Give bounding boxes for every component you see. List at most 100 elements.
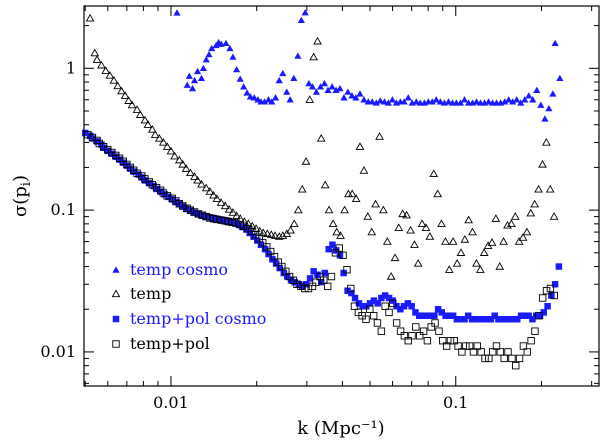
data-point xyxy=(525,312,532,319)
data-point xyxy=(217,216,225,224)
data-point xyxy=(220,216,227,224)
data-point xyxy=(503,220,512,229)
data-point xyxy=(423,337,432,345)
data-point xyxy=(113,81,123,90)
data-point xyxy=(294,52,302,59)
data-point xyxy=(355,300,363,307)
data-point xyxy=(460,235,470,243)
data-point xyxy=(453,315,461,323)
data-point xyxy=(421,223,431,231)
data-point xyxy=(410,240,419,248)
data-point xyxy=(280,269,288,277)
data-point xyxy=(379,205,388,214)
data-point xyxy=(316,133,326,142)
data-point xyxy=(268,98,276,105)
data-point xyxy=(468,227,477,236)
data-point xyxy=(109,76,119,84)
data-point xyxy=(224,204,234,213)
data-point xyxy=(335,244,343,252)
data-point xyxy=(382,237,392,245)
data-point xyxy=(266,230,276,238)
data-point xyxy=(336,231,345,239)
y-axis-label-main: σ(p xyxy=(10,186,31,217)
legend-marker xyxy=(112,315,120,323)
legend-label: temp xyxy=(130,284,171,303)
data-point xyxy=(476,315,483,323)
y-axis-label-subscript: i xyxy=(19,182,34,186)
data-point xyxy=(236,75,244,82)
data-point xyxy=(297,282,305,291)
data-point xyxy=(402,210,411,219)
data-point xyxy=(324,205,334,214)
data-point xyxy=(310,268,317,275)
data-point xyxy=(454,342,462,350)
data-point xyxy=(278,262,286,271)
data-point xyxy=(197,179,206,188)
data-point xyxy=(373,319,382,327)
data-point xyxy=(259,238,267,247)
data-point xyxy=(153,185,160,193)
data-point xyxy=(293,205,303,214)
data-point xyxy=(371,199,380,208)
data-point xyxy=(194,210,203,218)
data-point xyxy=(546,284,555,293)
data-point xyxy=(369,312,378,320)
data-point xyxy=(431,319,439,327)
data-point xyxy=(351,294,359,302)
data-point xyxy=(446,312,453,319)
data-point xyxy=(293,280,301,288)
data-point xyxy=(97,60,106,69)
data-point xyxy=(152,183,161,192)
legend-label: temp cosmo xyxy=(130,260,228,279)
data-point xyxy=(544,302,551,310)
data-point xyxy=(400,332,409,340)
data-point xyxy=(534,184,543,193)
data-point xyxy=(439,337,447,345)
data-point xyxy=(484,98,493,105)
data-point xyxy=(205,214,213,221)
data-point xyxy=(487,315,495,323)
data-point xyxy=(397,305,404,313)
data-point xyxy=(386,272,396,280)
data-point xyxy=(92,55,102,63)
data-point xyxy=(347,189,357,198)
data-point xyxy=(468,315,476,323)
data-point xyxy=(442,312,449,319)
data-point xyxy=(521,96,529,103)
data-point xyxy=(239,222,248,230)
data-point xyxy=(286,225,295,234)
data-point xyxy=(515,354,524,363)
data-point xyxy=(498,315,506,323)
data-point xyxy=(519,342,528,350)
data-point xyxy=(377,327,386,335)
data-point xyxy=(179,202,187,210)
data-point xyxy=(302,281,310,288)
data-point xyxy=(413,259,423,267)
data-point xyxy=(265,250,272,258)
data-point xyxy=(251,231,260,239)
data-point xyxy=(305,80,313,87)
data-point xyxy=(282,267,290,276)
data-point xyxy=(93,138,101,145)
data-point xyxy=(400,302,408,310)
data-point xyxy=(359,302,366,310)
data-point xyxy=(243,89,251,96)
data-point xyxy=(320,80,329,87)
data-point xyxy=(370,297,378,304)
data-point xyxy=(314,271,321,279)
legend-marker xyxy=(112,340,120,348)
data-point xyxy=(309,52,319,61)
data-point xyxy=(489,348,497,356)
data-point xyxy=(441,237,450,245)
data-point xyxy=(517,99,525,106)
data-point xyxy=(530,199,540,208)
data-point xyxy=(283,88,291,95)
data-point xyxy=(419,312,427,319)
data-point xyxy=(154,133,164,142)
data-point xyxy=(456,99,465,106)
data-point xyxy=(472,259,481,267)
data-point xyxy=(325,245,332,253)
data-point xyxy=(412,309,419,316)
data-point xyxy=(437,219,446,228)
